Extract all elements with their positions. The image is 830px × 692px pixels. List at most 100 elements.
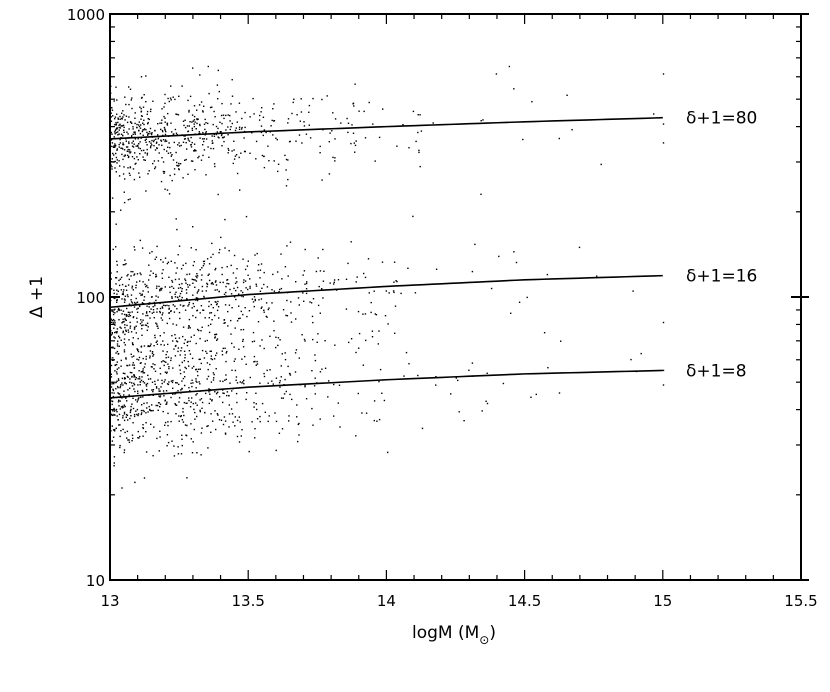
halo-point bbox=[355, 140, 357, 142]
halo-point bbox=[209, 106, 212, 109]
halo-point bbox=[314, 354, 316, 356]
halo-point bbox=[288, 141, 291, 143]
halo-point bbox=[172, 393, 174, 395]
halo-point bbox=[227, 114, 229, 116]
halo-point bbox=[240, 290, 242, 292]
halo-point bbox=[279, 339, 281, 341]
halo-point bbox=[112, 395, 115, 398]
halo-point bbox=[214, 410, 216, 412]
halo-point bbox=[277, 344, 279, 347]
halo-point bbox=[156, 437, 158, 440]
halo-point bbox=[159, 403, 162, 405]
halo-point bbox=[210, 413, 212, 415]
halo-point bbox=[206, 425, 208, 428]
halo-point bbox=[188, 350, 191, 352]
halo-point bbox=[157, 123, 159, 125]
halo-point bbox=[262, 134, 264, 137]
halo-point bbox=[321, 368, 323, 370]
halo-point bbox=[283, 393, 286, 395]
halo-point bbox=[149, 127, 152, 130]
halo-point bbox=[125, 383, 127, 385]
halo-point bbox=[160, 259, 162, 261]
halo-point bbox=[110, 413, 113, 415]
halo-point bbox=[177, 144, 179, 146]
halo-point bbox=[230, 126, 232, 128]
halo-point bbox=[133, 355, 135, 357]
halo-point bbox=[192, 315, 194, 317]
halo-point bbox=[198, 155, 200, 158]
halo-point bbox=[347, 262, 349, 265]
halo-point bbox=[373, 419, 375, 422]
halo-point bbox=[131, 302, 134, 304]
halo-point bbox=[152, 353, 155, 356]
halo-point bbox=[248, 310, 251, 312]
halo-point bbox=[165, 372, 168, 374]
halo-point bbox=[151, 389, 153, 391]
halo-point bbox=[218, 137, 220, 139]
halo-point bbox=[111, 400, 113, 402]
halo-point bbox=[188, 109, 190, 112]
halo-point bbox=[185, 282, 187, 284]
curve-label: δ+1=80 bbox=[686, 109, 757, 129]
halo-point bbox=[119, 165, 121, 167]
halo-point bbox=[188, 303, 190, 306]
halo-point bbox=[128, 128, 130, 130]
halo-point bbox=[145, 451, 148, 453]
halo-point bbox=[139, 147, 141, 150]
halo-point bbox=[137, 138, 139, 140]
halo-point bbox=[196, 275, 199, 277]
halo-point bbox=[324, 367, 327, 369]
halo-point bbox=[138, 370, 140, 372]
halo-point bbox=[332, 112, 334, 114]
halo-point bbox=[435, 384, 437, 386]
halo-point bbox=[123, 131, 125, 133]
halo-point bbox=[195, 368, 197, 371]
halo-point bbox=[257, 321, 260, 323]
halo-point bbox=[147, 286, 149, 289]
halo-point bbox=[186, 402, 188, 404]
halo-point bbox=[214, 281, 217, 283]
halo-point bbox=[114, 145, 117, 147]
halo-point bbox=[211, 282, 213, 284]
halo-point bbox=[202, 260, 205, 263]
halo-point bbox=[155, 341, 157, 343]
halo-point bbox=[138, 437, 140, 439]
halo-point bbox=[273, 320, 275, 322]
halo-point bbox=[159, 288, 161, 291]
halo-point bbox=[110, 278, 112, 280]
halo-point bbox=[137, 348, 139, 351]
halo-point bbox=[271, 302, 273, 304]
halo-point bbox=[184, 366, 186, 369]
halo-point bbox=[227, 310, 229, 313]
halo-point bbox=[205, 138, 208, 140]
halo-point bbox=[255, 283, 257, 285]
halo-point bbox=[188, 111, 190, 113]
halo-point bbox=[154, 336, 156, 339]
halo-point bbox=[131, 440, 133, 442]
halo-point bbox=[152, 389, 155, 391]
halo-point bbox=[140, 149, 143, 152]
halo-point bbox=[132, 128, 134, 130]
halo-point bbox=[154, 304, 156, 307]
halo-point bbox=[235, 376, 238, 378]
halo-point bbox=[219, 281, 221, 284]
halo-point bbox=[127, 364, 129, 367]
halo-point bbox=[112, 115, 114, 117]
halo-point bbox=[137, 398, 140, 400]
halo-point bbox=[281, 353, 283, 355]
halo-point bbox=[128, 315, 130, 318]
halo-point bbox=[116, 311, 118, 313]
halo-point bbox=[115, 246, 117, 248]
halo-point bbox=[181, 290, 183, 292]
halo-point bbox=[130, 294, 133, 296]
halo-point bbox=[182, 264, 184, 266]
halo-point bbox=[133, 273, 136, 275]
halo-point bbox=[143, 123, 145, 126]
halo-point bbox=[119, 123, 121, 125]
halo-point bbox=[278, 382, 281, 384]
halo-point bbox=[242, 328, 245, 331]
halo-point bbox=[284, 378, 286, 381]
halo-point bbox=[139, 141, 141, 143]
halo-point bbox=[385, 290, 387, 292]
halo-point bbox=[228, 426, 230, 428]
